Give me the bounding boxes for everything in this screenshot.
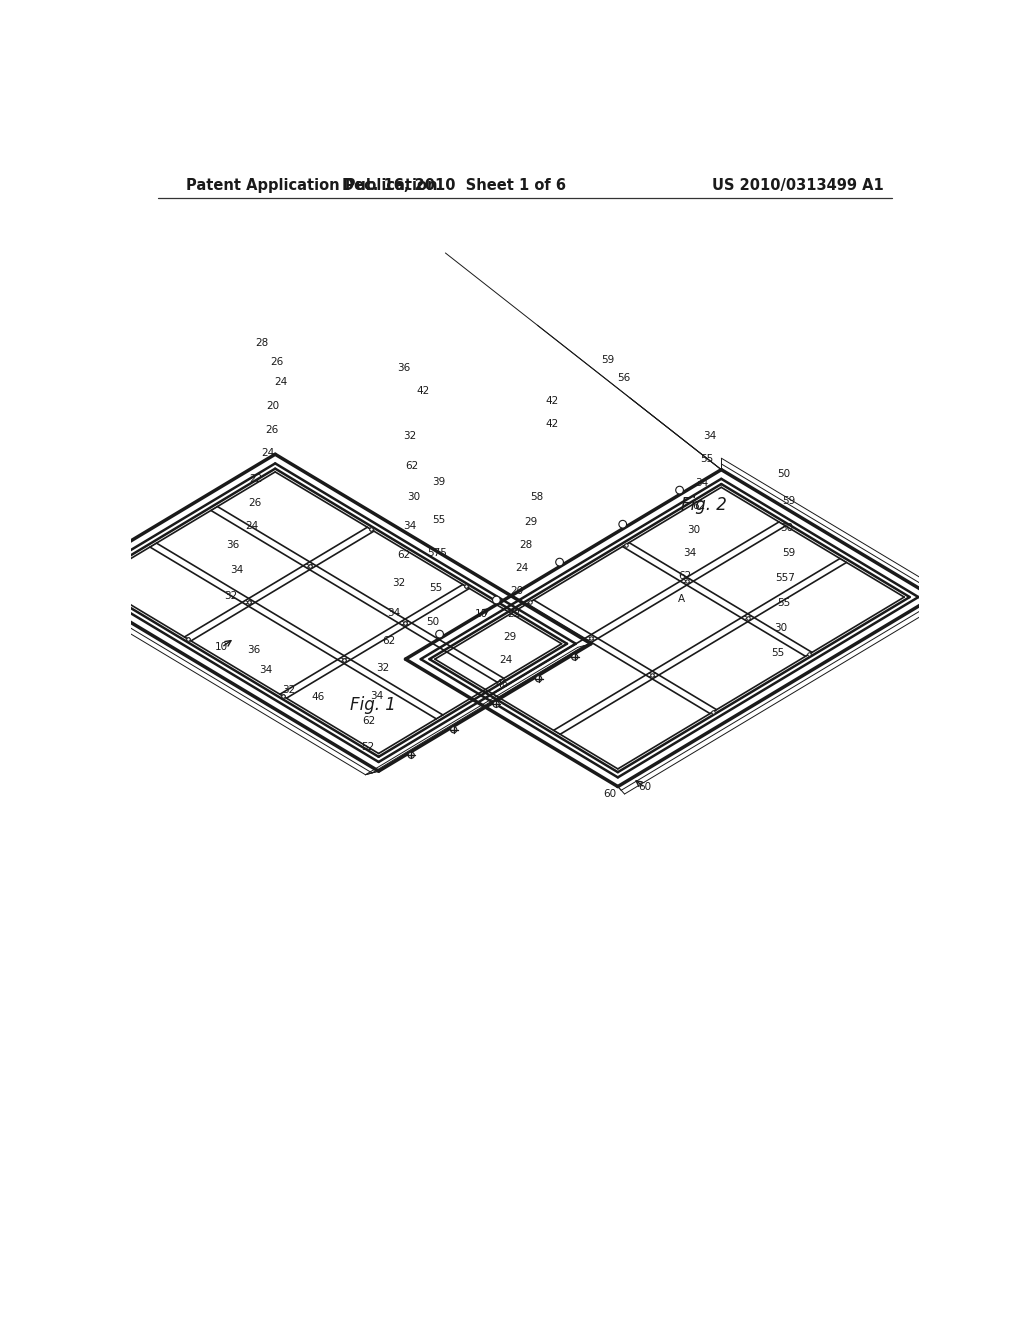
Text: 30: 30: [780, 523, 794, 533]
Text: 34: 34: [387, 607, 400, 618]
Text: 52: 52: [361, 742, 375, 752]
Text: 60: 60: [638, 783, 651, 792]
Text: 50: 50: [427, 616, 439, 627]
Text: Patent Application Publication: Patent Application Publication: [186, 178, 437, 193]
Circle shape: [618, 520, 627, 528]
Text: 50: 50: [777, 469, 791, 479]
Text: 36: 36: [247, 644, 260, 655]
Text: 55: 55: [771, 648, 784, 657]
Text: 26: 26: [270, 358, 284, 367]
Text: 20: 20: [511, 586, 523, 597]
Text: 30: 30: [774, 623, 787, 634]
Text: 62: 62: [692, 502, 706, 511]
Text: 22: 22: [250, 474, 263, 484]
Text: 24: 24: [246, 520, 259, 531]
Text: 60: 60: [603, 788, 616, 799]
Text: 42: 42: [546, 396, 559, 407]
Text: 32: 32: [377, 663, 390, 673]
Text: Dec. 16, 2010  Sheet 1 of 6: Dec. 16, 2010 Sheet 1 of 6: [342, 178, 566, 193]
Text: 30: 30: [688, 524, 700, 535]
Text: 575: 575: [427, 548, 446, 557]
Circle shape: [571, 653, 578, 660]
Circle shape: [493, 597, 501, 603]
Text: 26: 26: [265, 425, 279, 436]
Text: 34: 34: [402, 520, 416, 531]
Text: 34: 34: [371, 690, 384, 701]
Circle shape: [494, 701, 500, 708]
Text: 557: 557: [775, 573, 795, 583]
Text: 24: 24: [274, 376, 288, 387]
Text: 29: 29: [524, 517, 538, 527]
Text: 55: 55: [432, 515, 445, 525]
Text: 55: 55: [699, 454, 713, 463]
Text: 24: 24: [261, 449, 274, 458]
Circle shape: [536, 676, 542, 682]
Text: 42: 42: [546, 418, 559, 429]
Text: 59: 59: [782, 548, 796, 557]
Text: 30: 30: [408, 492, 421, 502]
Text: 34: 34: [695, 478, 709, 488]
Text: 46: 46: [495, 678, 508, 689]
Text: 36: 36: [226, 540, 240, 550]
Circle shape: [556, 558, 563, 566]
Text: A: A: [678, 594, 685, 603]
Text: 10: 10: [215, 643, 228, 652]
Text: 22: 22: [508, 610, 520, 619]
Text: 24: 24: [499, 656, 512, 665]
Text: 26: 26: [249, 498, 262, 508]
Text: 34: 34: [683, 548, 696, 557]
Text: 62: 62: [397, 550, 411, 560]
Text: 59: 59: [782, 496, 796, 506]
Text: 32: 32: [224, 591, 238, 601]
Text: 42: 42: [417, 385, 430, 396]
Text: 20: 20: [266, 401, 280, 412]
Circle shape: [451, 727, 457, 733]
Text: 34: 34: [702, 430, 716, 441]
Text: 58: 58: [530, 492, 544, 502]
Text: 39: 39: [432, 477, 445, 487]
Text: 10: 10: [474, 610, 487, 619]
Circle shape: [436, 630, 443, 638]
Text: 36: 36: [397, 363, 411, 372]
Text: 62: 62: [362, 715, 376, 726]
Text: 28: 28: [255, 338, 268, 348]
Text: 62: 62: [678, 570, 691, 581]
Text: 28: 28: [519, 540, 532, 550]
Text: 34: 34: [230, 565, 244, 576]
Text: 56: 56: [616, 372, 630, 383]
Text: Fig. 2: Fig. 2: [681, 496, 727, 513]
Text: 55: 55: [777, 598, 791, 609]
Text: Fig. 1: Fig. 1: [350, 696, 396, 714]
Circle shape: [676, 486, 683, 494]
Circle shape: [409, 752, 415, 758]
Text: 46: 46: [311, 693, 325, 702]
Text: 59: 59: [601, 355, 614, 366]
Text: 29: 29: [503, 632, 516, 643]
Text: 62: 62: [382, 636, 395, 647]
Text: 32: 32: [392, 578, 406, 589]
Text: 62: 62: [404, 462, 418, 471]
Text: US 2010/0313499 A1: US 2010/0313499 A1: [712, 178, 884, 193]
Text: 32: 32: [402, 430, 416, 441]
Text: 24: 24: [515, 564, 528, 573]
Text: 32: 32: [282, 685, 295, 694]
Text: 55: 55: [429, 583, 442, 593]
Text: 34: 34: [259, 665, 272, 675]
